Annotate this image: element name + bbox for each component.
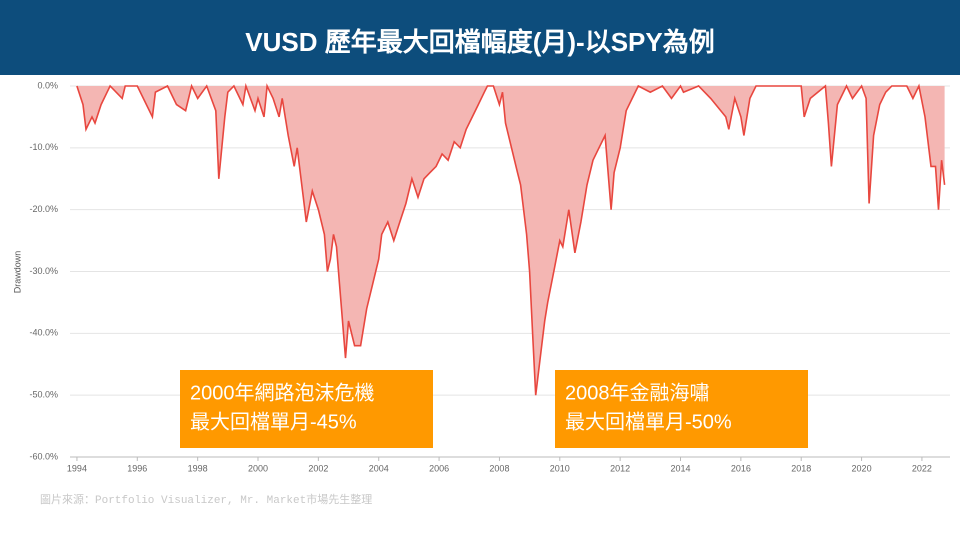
x-tick-label: 2018	[791, 463, 811, 473]
y-axis-label: Drawdown	[12, 251, 22, 294]
annotation-text: 最大回檔單月-45%	[190, 410, 357, 433]
line	[76, 82, 946, 396]
y-tick-label: -30.0%	[29, 266, 58, 276]
x-tick-label: 2002	[308, 463, 328, 473]
x-tick-label: 2008	[489, 463, 509, 473]
annotation-text: 最大回檔單月-50%	[565, 410, 732, 433]
x-tick-label: 2014	[670, 463, 690, 473]
y-tick-label: -40.0%	[29, 328, 58, 338]
y-tick-label: -50.0%	[29, 390, 58, 400]
x-tick-label: 1996	[127, 463, 147, 473]
y-tick-label: 0.0%	[37, 80, 58, 90]
y-tick-label: -60.0%	[29, 451, 58, 461]
x-tick-label: 2012	[610, 463, 630, 473]
annotation-text: 2000年網路泡沫危機	[190, 381, 375, 404]
chart-title: VUSD 歷年最大回檔幅度(月)-以SPY為例	[245, 27, 714, 57]
x-tick-label: 2006	[429, 463, 449, 473]
annotation-box	[555, 370, 808, 448]
annotation-box	[180, 370, 433, 448]
x-tick-label: 2016	[731, 463, 751, 473]
x-tick-label: 2020	[852, 463, 872, 473]
y-tick-label: -20.0%	[29, 204, 58, 214]
x-tick-label: 2000	[248, 463, 268, 473]
y-tick-label: -10.0%	[29, 142, 58, 152]
x-tick-label: 2022	[912, 463, 932, 473]
x-tick-label: 2004	[369, 463, 389, 473]
x-tick-label: 1998	[188, 463, 208, 473]
header-band	[0, 0, 960, 75]
x-tick-label: 2010	[550, 463, 570, 473]
annotation-text: 2008年金融海嘯	[565, 381, 710, 404]
source-note: 圖片來源：Portfolio Visualizer, Mr. Market市場先…	[40, 492, 372, 507]
area	[76, 86, 945, 396]
x-tick-label: 1994	[67, 463, 87, 473]
